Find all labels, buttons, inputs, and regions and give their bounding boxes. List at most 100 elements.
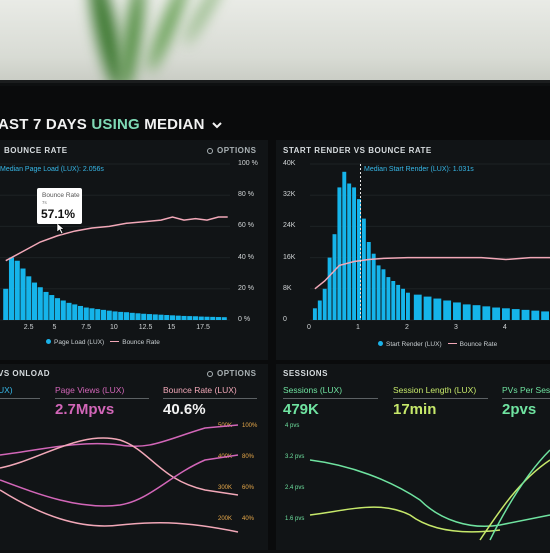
options-button[interactable]: OPTIONS xyxy=(207,146,257,155)
bar xyxy=(204,316,210,320)
bar xyxy=(77,305,84,320)
y-tick-label: 0 % xyxy=(238,316,251,323)
chevron-down-icon[interactable] xyxy=(211,119,223,131)
cursor-icon xyxy=(56,222,65,235)
bar xyxy=(175,315,181,320)
page-views-line xyxy=(0,424,239,456)
x-tick-label: 3 xyxy=(453,324,458,331)
bar xyxy=(26,276,32,320)
bar xyxy=(352,187,357,320)
bar xyxy=(482,306,491,320)
bounce-rate-chart[interactable] xyxy=(0,140,268,360)
bar xyxy=(164,315,170,320)
bar xyxy=(31,282,38,320)
x-tick-label: 5 xyxy=(52,324,57,331)
y-tick-label: 40K xyxy=(283,160,296,167)
y-tick-label: 20 % xyxy=(238,284,254,292)
bar xyxy=(158,314,164,320)
bar xyxy=(215,317,222,320)
bar xyxy=(106,310,112,320)
bar xyxy=(198,316,204,320)
bar xyxy=(89,308,95,320)
options-button[interactable]: OPTIONS xyxy=(207,369,257,378)
bar xyxy=(187,316,193,320)
dashboard-title[interactable]: AST 7 DAYS USING MEDIAN xyxy=(0,116,223,133)
bar xyxy=(146,314,153,320)
session-length-line xyxy=(309,506,501,533)
bar xyxy=(531,310,540,320)
bar xyxy=(347,183,352,320)
bar xyxy=(192,316,199,320)
legend-dot-icon xyxy=(378,341,383,346)
sessions-line xyxy=(309,459,550,527)
axis-label: 300K xyxy=(218,485,233,491)
y-tick-label: 40 % xyxy=(238,253,254,261)
bar xyxy=(129,312,135,320)
x-tick-label: 4 xyxy=(502,324,507,331)
bar xyxy=(413,294,422,320)
bar xyxy=(20,268,26,320)
chart-legend: Start Render (LUX) Bounce Rate xyxy=(378,341,497,348)
divider xyxy=(393,398,488,399)
panel-title: START RENDER VS BOUNCE RATE xyxy=(283,146,432,155)
bar xyxy=(541,311,550,320)
x-tick-label: 1 xyxy=(355,324,360,331)
y-tick-label: 24K xyxy=(283,222,296,230)
panel-start-render xyxy=(276,140,550,360)
axis-label: 60% xyxy=(242,485,255,491)
x-tick-label: 10 xyxy=(110,324,118,331)
tooltip-sub: 7s xyxy=(42,200,47,205)
panel-title: SESSIONS xyxy=(283,369,328,378)
bar xyxy=(502,308,510,320)
divider xyxy=(0,398,40,399)
bar xyxy=(43,291,49,320)
panel-title: VS ONLOAD xyxy=(0,369,51,378)
plant-leaf xyxy=(180,0,230,48)
x-tick-label: 15 xyxy=(167,324,176,331)
bar xyxy=(95,309,101,320)
bar xyxy=(141,313,147,320)
bounce-rate-line xyxy=(5,216,228,262)
axis-label: 200K xyxy=(218,516,233,522)
bar xyxy=(54,298,61,320)
x-tick-label: 2 xyxy=(404,324,409,331)
plant-leaf xyxy=(117,0,149,91)
axis-label: 3.2 pvs xyxy=(285,454,305,460)
bar xyxy=(462,304,471,320)
y-tick-label: 100 % xyxy=(238,160,258,167)
bar xyxy=(49,295,55,320)
bar xyxy=(423,296,432,320)
axis-label: 80% xyxy=(242,454,255,460)
median-label: Median Page Load (LUX): 2.056s xyxy=(0,166,104,173)
bar xyxy=(317,300,322,320)
title-using: USING xyxy=(91,116,140,133)
metric-label: Bounce Rate (LUX) xyxy=(163,385,237,395)
bar xyxy=(210,316,216,320)
bar xyxy=(322,288,327,320)
onload-line-chart[interactable] xyxy=(0,420,240,540)
bar xyxy=(396,284,401,320)
panel-bounce-rate xyxy=(0,140,268,360)
bar xyxy=(376,265,381,320)
pvs-line xyxy=(489,449,550,541)
y-tick-label: 8K xyxy=(283,284,292,292)
bar xyxy=(169,315,176,320)
legend-dot-icon xyxy=(46,339,51,344)
bar xyxy=(337,187,342,320)
start-render-chart[interactable] xyxy=(276,140,550,360)
bar xyxy=(391,281,396,320)
bounce-rate-line xyxy=(0,489,239,533)
bar xyxy=(406,292,410,320)
divider xyxy=(502,398,550,399)
bar xyxy=(100,309,107,320)
tooltip: Bounce Rate 7s 57.1% xyxy=(37,188,82,224)
bar xyxy=(371,253,376,320)
gear-icon xyxy=(207,371,213,377)
y-tick-label: 0 xyxy=(283,316,287,323)
bar xyxy=(135,313,141,320)
sessions-line-chart[interactable] xyxy=(309,420,550,541)
bar xyxy=(60,300,66,320)
divider xyxy=(163,398,257,399)
metric-value: 479K xyxy=(283,401,319,418)
metric-label: PVs Per Sess xyxy=(502,385,550,395)
